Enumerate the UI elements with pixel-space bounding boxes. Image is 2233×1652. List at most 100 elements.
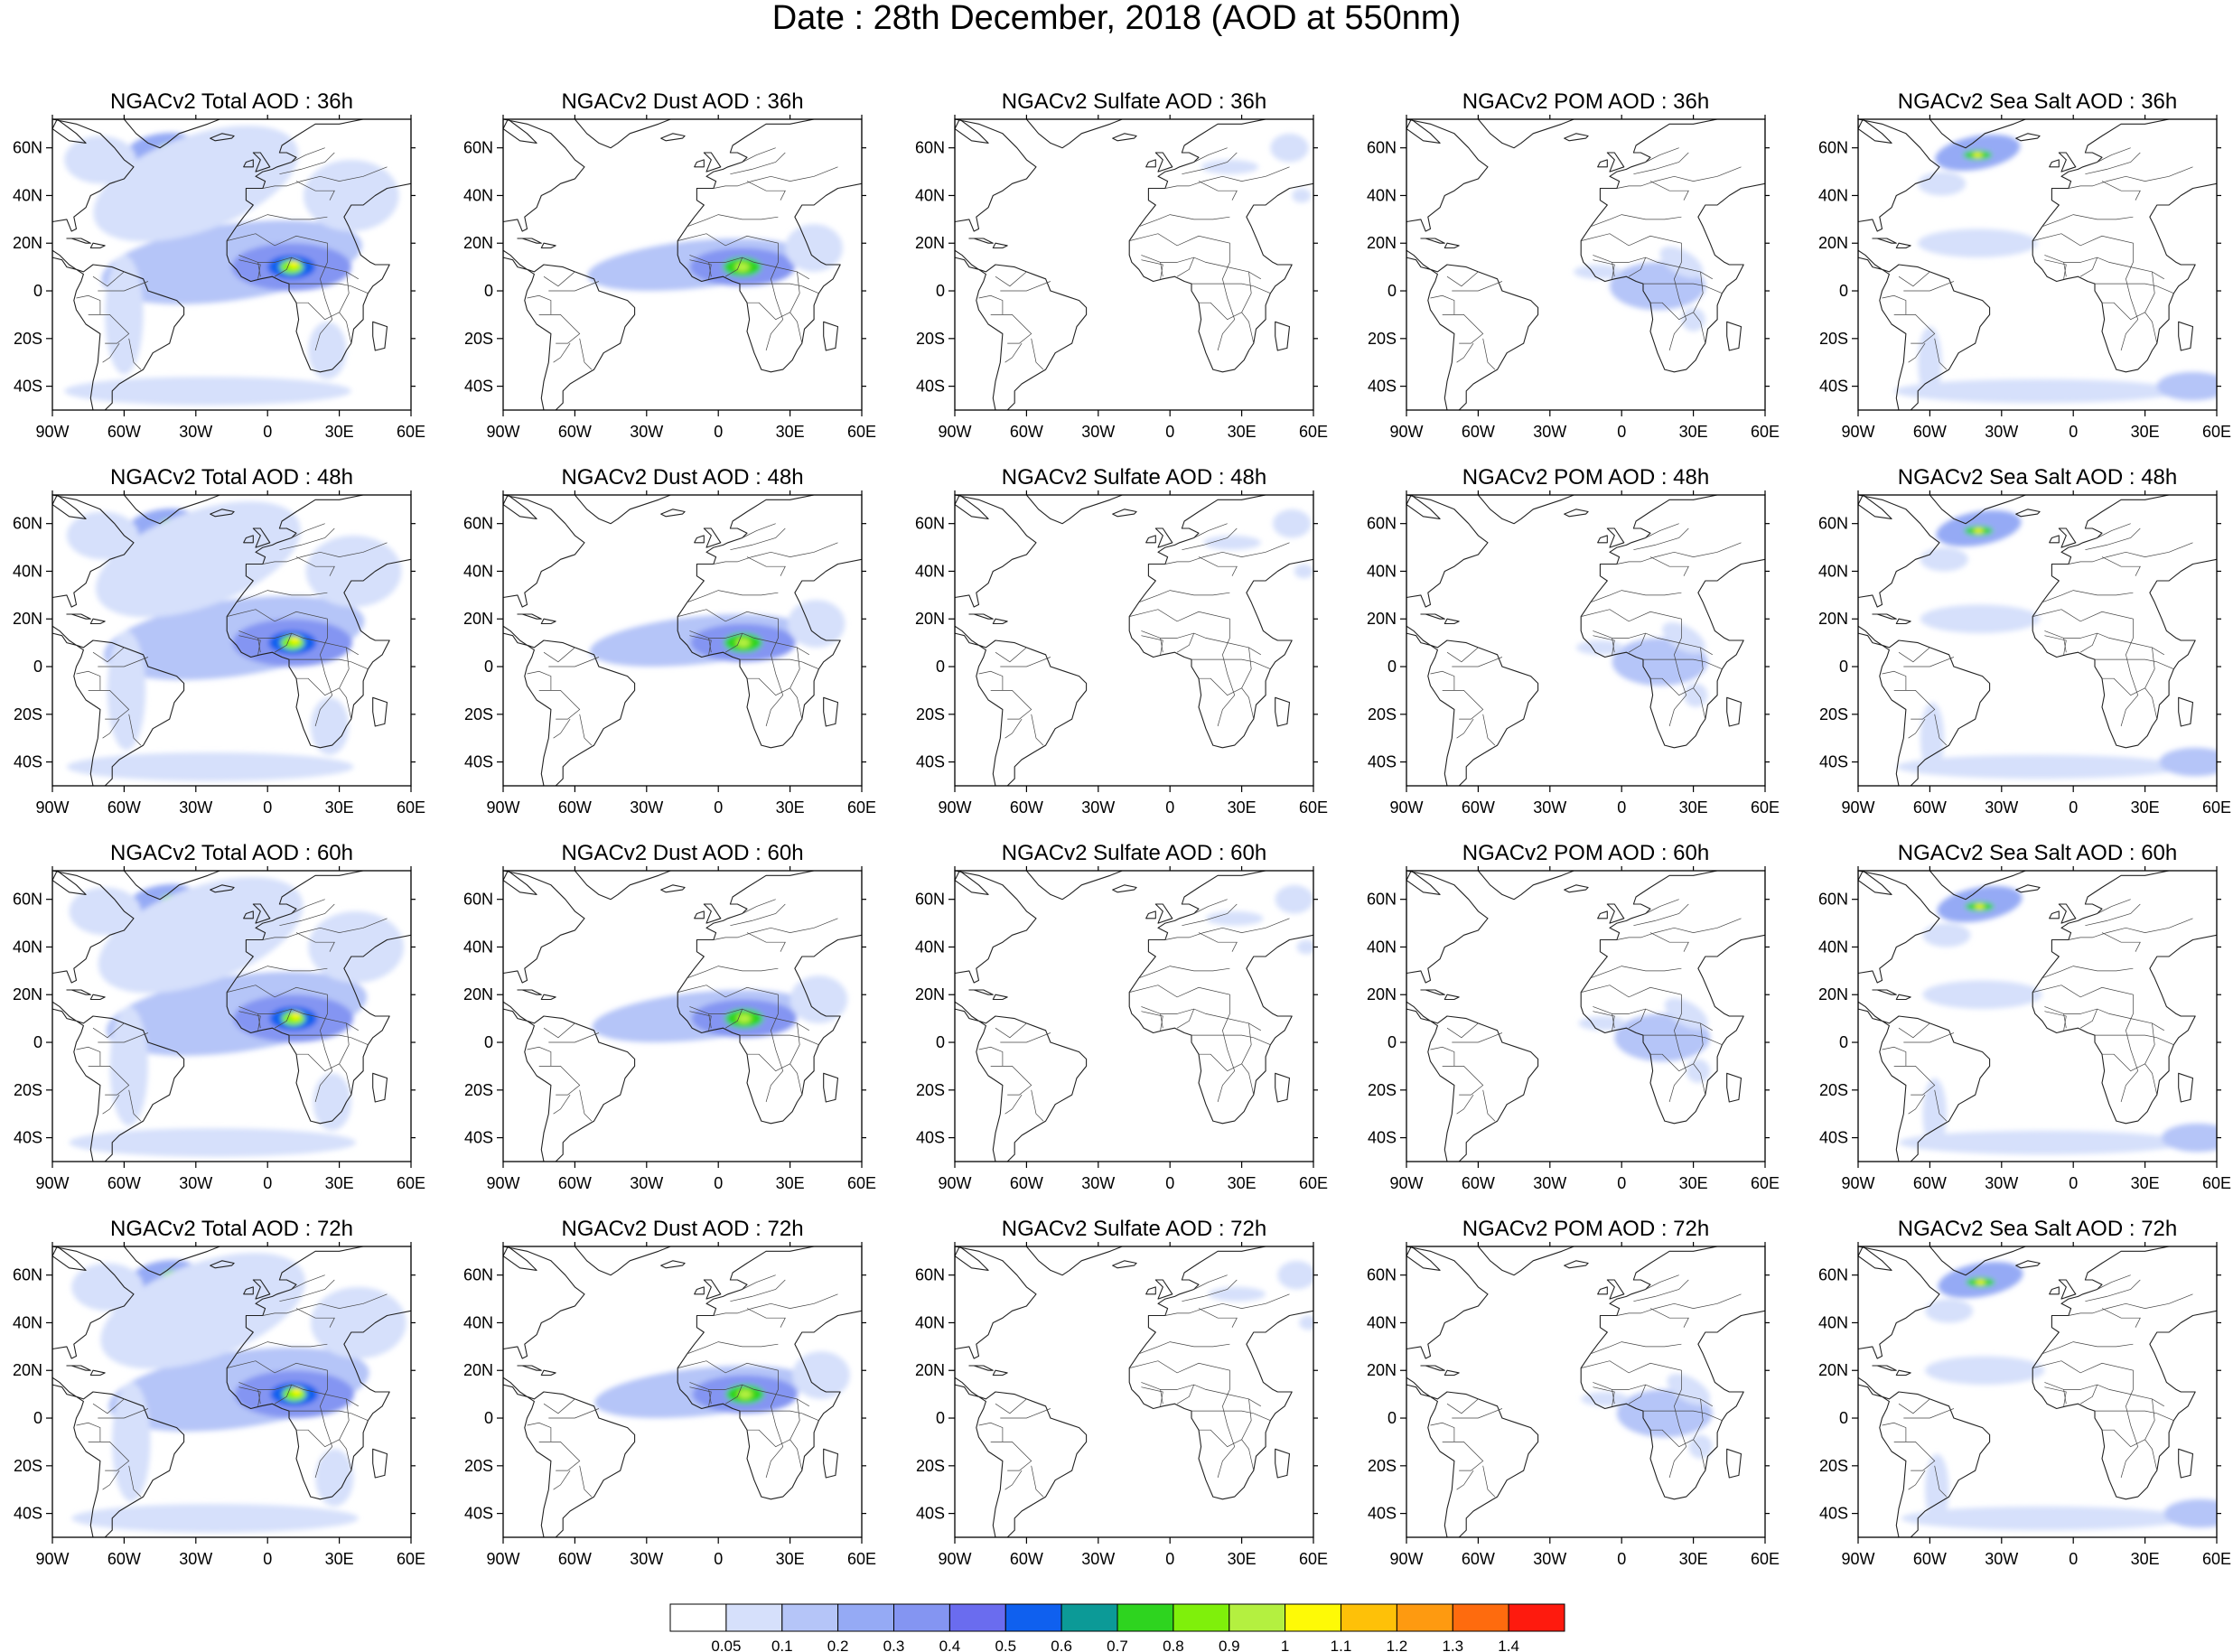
country-border: [1649, 932, 1689, 952]
y-tick-label: 20S: [1368, 1457, 1397, 1475]
y-tick-label: 20N: [1818, 985, 1848, 1003]
coastline-island: [1406, 871, 1441, 895]
country-border: [102, 342, 120, 363]
aod-blob: [292, 1388, 302, 1395]
coastline-island: [2058, 152, 2077, 173]
y-tick-label: 20N: [13, 610, 42, 628]
coastline-island: [503, 495, 537, 519]
y-tick-label: 0: [936, 282, 945, 300]
aod-blob: [93, 126, 299, 242]
x-tick-label: 60W: [107, 798, 141, 817]
y-tick-label: 0: [936, 1033, 945, 1051]
y-tick-label: 40S: [14, 753, 42, 771]
country-border: [1031, 1465, 1044, 1498]
y-tick-label: 40N: [915, 186, 945, 204]
country-border: [2063, 1389, 2067, 1405]
country-border: [279, 152, 335, 175]
country-border: [740, 283, 819, 294]
y-tick-label: 40S: [464, 1129, 493, 1147]
aod-blob: [1896, 754, 2183, 779]
coastline-island: [1858, 119, 1892, 144]
x-tick-label: 30W: [1081, 1550, 1115, 1568]
country-border: [262, 166, 388, 189]
aod-blob: [1975, 904, 1985, 910]
coastline-island: [1872, 238, 1897, 244]
coastline-island: [1726, 1072, 1742, 1103]
y-tick-label: 40S: [14, 1505, 42, 1523]
y-tick-label: 20S: [916, 1081, 945, 1099]
x-tick-label: 60W: [1913, 798, 1947, 817]
y-tick-label: 40S: [1819, 378, 1848, 396]
coastline-island: [1895, 242, 1911, 249]
coastline-island: [2178, 321, 2194, 351]
aod-blob: [100, 1253, 306, 1369]
coastline-island: [540, 1369, 556, 1377]
colorbar-swatch: [1341, 1603, 1397, 1632]
colorbar-swatch: [1004, 1603, 1062, 1632]
country-border: [548, 1032, 600, 1043]
x-tick-label: 60W: [1010, 798, 1043, 817]
country-border: [730, 1279, 786, 1302]
country-border: [2041, 590, 2134, 603]
aod-blob: [313, 1073, 351, 1131]
country-border: [88, 1066, 130, 1096]
country-border: [1934, 714, 1948, 746]
y-tick-label: 40N: [1818, 562, 1848, 580]
country-border: [2044, 630, 2164, 656]
aod-blob: [1922, 923, 1971, 947]
aod-shading: [1581, 1373, 1713, 1459]
country-border: [296, 1053, 340, 1072]
coastline-africa-europe: [2032, 871, 2217, 1125]
map-frame: [1857, 1246, 2218, 1538]
country-border: [2102, 677, 2145, 696]
coastline-island: [540, 618, 556, 625]
x-tick-label: 90W: [938, 798, 971, 817]
y-tick-label: 20S: [1368, 705, 1397, 723]
y-tick-label: 40S: [464, 1505, 493, 1523]
country-border: [579, 1089, 593, 1122]
country-border: [1590, 966, 1682, 979]
coastline-island: [1872, 613, 1897, 620]
y-tick-label: 0: [1387, 658, 1397, 676]
country-border: [579, 1465, 593, 1498]
coastline-island: [1477, 119, 1574, 149]
coastline-island: [574, 119, 671, 149]
aod-blob: [736, 1013, 752, 1023]
x-tick-label: 0: [714, 1550, 723, 1568]
coastline-island: [66, 1365, 91, 1371]
x-tick-label: 30W: [1985, 798, 2018, 817]
country-border: [2063, 262, 2067, 277]
country-border: [1590, 590, 1682, 603]
coastline-africa-europe: [677, 871, 862, 1125]
coastline-island: [1420, 613, 1445, 620]
y-tick-label: 0: [1839, 1409, 1848, 1427]
map-frame: [502, 1246, 863, 1538]
y-tick-label: 20N: [915, 1361, 945, 1379]
coastline-island: [955, 1246, 989, 1271]
country-border: [98, 1032, 149, 1043]
y-tick-label: 20S: [14, 705, 42, 723]
country-border: [1482, 1465, 1496, 1498]
y-tick-label: 20N: [1367, 985, 1397, 1003]
coastline-island: [503, 1246, 537, 1271]
map-frame: [51, 494, 412, 787]
coastline-island: [1112, 884, 1137, 893]
colorbar-label: 0.4: [939, 1638, 961, 1652]
coastline-africa-europe: [1128, 119, 1313, 373]
aod-blob: [787, 600, 846, 648]
panel-title: NGACv2 Sulfate AOD : 36h: [1002, 89, 1266, 114]
x-tick-label: 60E: [1751, 1174, 1780, 1192]
aod-shading: [589, 600, 846, 667]
coastline-africa-europe: [677, 119, 862, 373]
country-border: [295, 932, 335, 952]
aod-blob: [1922, 1078, 1947, 1150]
aod-blob: [66, 752, 354, 781]
country-border: [102, 718, 120, 739]
x-tick-label: 30W: [179, 1174, 212, 1192]
coastline-island: [517, 238, 542, 244]
country-border: [708, 1389, 712, 1405]
aod-blob: [1294, 564, 1313, 579]
coastline-island: [968, 613, 994, 620]
country-border: [1141, 1011, 1163, 1031]
country-border: [2095, 658, 2174, 670]
